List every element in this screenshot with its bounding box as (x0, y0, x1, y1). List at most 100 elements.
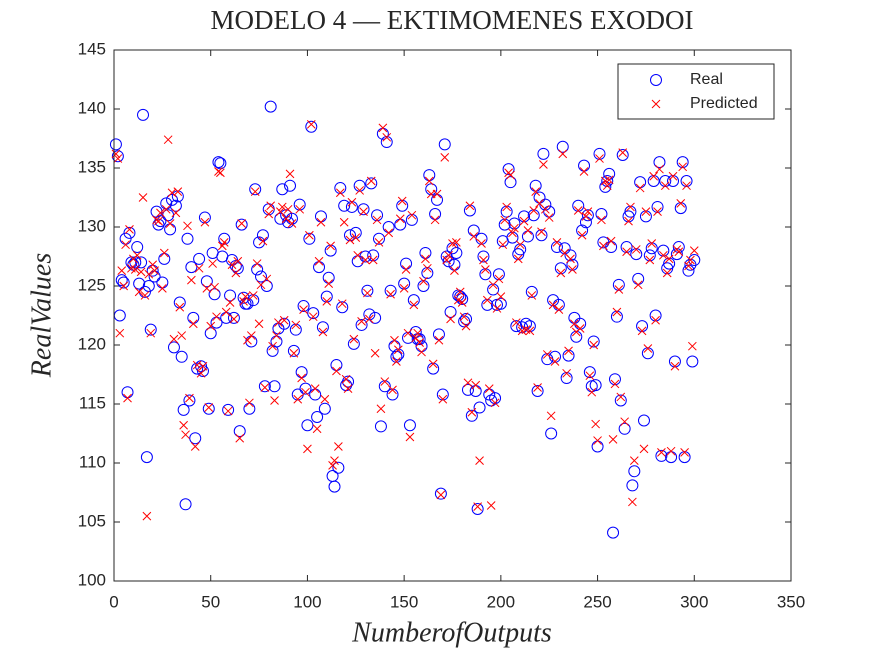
data-point (527, 291, 537, 300)
data-point (684, 261, 693, 271)
data-point (622, 247, 631, 257)
data-point (502, 163, 515, 176)
data-point (335, 188, 345, 198)
data-point (303, 444, 312, 454)
data-point (144, 323, 157, 336)
data-point (258, 380, 271, 393)
data-point (386, 388, 399, 401)
data-point (643, 344, 653, 353)
data-point (529, 206, 539, 215)
data-point (179, 498, 192, 511)
data-point (193, 252, 206, 265)
data-point (225, 254, 238, 267)
data-point (276, 183, 289, 196)
data-point (637, 414, 650, 427)
data-point (566, 258, 579, 271)
data-point (285, 169, 295, 179)
data-point (405, 432, 415, 442)
data-point (424, 176, 434, 186)
data-point (471, 380, 481, 390)
data-point (372, 232, 385, 245)
data-point (322, 296, 332, 306)
data-point (297, 373, 306, 383)
data-point (556, 140, 569, 153)
data-point (140, 291, 150, 300)
data-point (417, 347, 426, 357)
data-point (506, 231, 519, 244)
data-point (647, 174, 660, 187)
data-point (295, 204, 305, 214)
x-tick-label: 350 (777, 592, 805, 611)
data-point (241, 292, 250, 301)
data-point (620, 241, 633, 254)
data-point (458, 315, 471, 328)
data-point (133, 277, 146, 290)
data-point (345, 235, 355, 245)
data-point (558, 149, 568, 159)
data-point (396, 199, 409, 212)
data-point (636, 320, 649, 333)
data-point (372, 215, 382, 225)
data-point (287, 344, 300, 357)
data-point (500, 215, 510, 225)
data-point (554, 305, 564, 314)
data-point (523, 320, 536, 333)
data-point (614, 394, 627, 407)
data-point (181, 232, 194, 245)
data-point (347, 337, 360, 350)
data-point (266, 201, 276, 211)
data-point (239, 296, 248, 306)
data-point (318, 402, 331, 415)
data-point (558, 242, 571, 255)
data-point (392, 357, 401, 366)
data-point (537, 227, 546, 237)
data-point (444, 305, 457, 318)
data-point (235, 433, 245, 443)
data-point (393, 345, 403, 355)
data-point (662, 268, 672, 278)
data-point (432, 189, 442, 199)
data-point (169, 334, 179, 344)
data-point (510, 223, 519, 233)
data-point (626, 202, 635, 212)
y-tick-label: 100 (78, 570, 106, 589)
data-point (658, 250, 668, 260)
data-point (486, 501, 496, 510)
data-point (684, 258, 697, 271)
data-point (229, 314, 239, 324)
data-point (135, 256, 148, 269)
data-point (678, 451, 691, 464)
data-point (113, 154, 123, 163)
data-point (664, 254, 674, 264)
y-axis-label: RealValues (26, 253, 57, 379)
data-point (585, 371, 595, 381)
data-point (305, 120, 318, 133)
data-point (606, 236, 616, 246)
data-point (442, 255, 452, 265)
data-point (607, 526, 620, 539)
data-point (345, 200, 358, 213)
data-point (407, 294, 420, 307)
data-point (479, 255, 488, 265)
data-point (343, 229, 356, 242)
data-point (587, 387, 597, 397)
data-point (320, 394, 330, 404)
data-point (562, 349, 575, 362)
data-point (347, 197, 357, 207)
data-point (125, 225, 134, 234)
data-point (378, 123, 388, 133)
data-point (380, 136, 393, 149)
data-point (260, 280, 273, 292)
data-point (173, 296, 186, 309)
data-point (303, 232, 316, 245)
data-point (277, 202, 287, 212)
legend-marker (650, 74, 662, 86)
y-tick-label: 145 (78, 39, 106, 58)
data-point (380, 377, 390, 386)
data-point (148, 260, 158, 270)
data-point (308, 312, 318, 322)
data-point (612, 307, 622, 317)
data-point (504, 176, 517, 189)
data-point (602, 181, 612, 191)
data-point (645, 242, 658, 255)
